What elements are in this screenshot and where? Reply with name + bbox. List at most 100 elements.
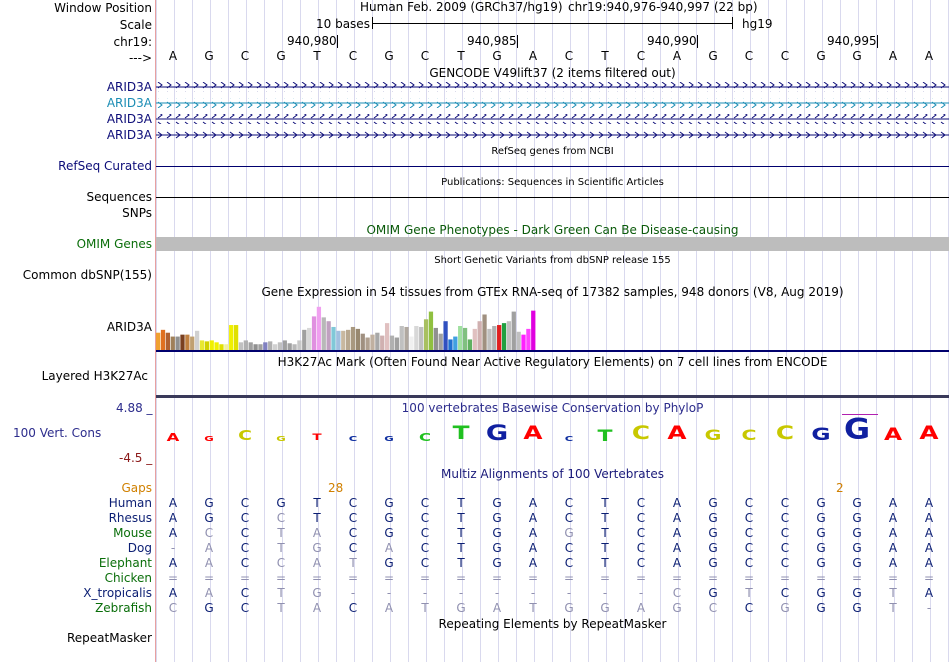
gtex-tissue-bar[interactable] [380,335,385,350]
gtex-tissue-bar[interactable] [292,344,297,350]
species-label[interactable]: Chicken [104,571,152,585]
sequences-label[interactable]: Sequences [86,190,152,204]
gtex-tissue-bar[interactable] [238,342,244,350]
gtex-tissue-bar[interactable] [268,341,273,350]
gtex-tissue-bar[interactable] [531,310,536,350]
gencode-label-4[interactable]: ARID3A [106,128,152,142]
gtex-tissue-bar[interactable] [472,328,477,350]
species-label[interactable]: Dog [127,541,152,555]
gtex-tissue-bar[interactable] [521,334,526,350]
gtex-tissue-bar[interactable] [253,344,258,350]
gtex-tissue-bar[interactable] [467,339,473,350]
omim-track-title[interactable]: OMIM Gene Phenotypes - Dark Green Can Be… [366,223,739,237]
species-label[interactable]: Rhesus [108,511,152,525]
gtex-tissue-bar[interactable] [346,329,351,350]
gtex-tissue-bar[interactable] [180,334,185,350]
gtex-tissue-bar[interactable] [448,339,453,350]
gtex-tissue-bar[interactable] [443,321,448,350]
gtex-tissue-bar[interactable] [341,330,346,350]
gtex-tissue-bar[interactable] [224,344,229,350]
gtex-bar-graph[interactable] [156,300,536,350]
species-label[interactable]: Human [108,496,152,510]
gtex-tissue-bar[interactable] [458,326,463,350]
gtex-tissue-bar[interactable] [453,336,458,350]
gtex-tissue-bar[interactable] [287,343,292,350]
gtex-tissue-bar[interactable] [497,325,502,350]
gtex-tissue-bar[interactable] [297,340,302,350]
gtex-tissue-bar[interactable] [263,342,268,350]
species-label[interactable]: Mouse [113,526,152,540]
gtex-tissue-bar[interactable] [170,336,175,350]
gencode-label-1[interactable]: ARID3A [106,80,152,94]
gtex-tissue-bar[interactable] [389,335,395,350]
gtex-tissue-bar[interactable] [423,319,429,350]
gtex-tissue-bar[interactable] [487,328,492,350]
gtex-tissue-bar[interactable] [214,342,219,350]
gtex-tissue-bar[interactable] [419,326,424,350]
publications-track-title[interactable]: Publications: Sequences in Scientific Ar… [441,177,664,188]
window-position[interactable]: chr19:940,976-940,997 (22 bp) [568,0,758,14]
gtex-tissue-bar[interactable] [233,325,239,350]
snps-label[interactable]: SNPs [122,206,152,220]
gtex-tissue-bar[interactable] [219,344,224,350]
assembly-name[interactable]: Human Feb. 2009 (GRCh37/hg19) [360,0,563,14]
gtex-tissue-bar[interactable] [248,342,253,350]
gtex-tissue-bar[interactable] [185,334,190,350]
gtex-tissue-bar[interactable] [355,328,361,350]
gtex-label[interactable]: ARID3A [106,320,152,334]
gtex-tissue-bar[interactable] [506,321,512,350]
gencode-label-3[interactable]: ARID3A [106,112,152,126]
gtex-tissue-bar[interactable] [394,337,399,350]
gtex-tissue-bar[interactable] [375,332,380,350]
gtex-tissue-bar[interactable] [302,329,307,350]
gtex-tissue-bar[interactable] [336,330,341,350]
gtex-tissue-bar[interactable] [156,332,161,350]
gtex-tissue-bar[interactable] [204,341,209,350]
gtex-tissue-bar[interactable] [365,337,370,350]
gencode-label-2[interactable]: ARID3A [106,96,152,110]
dbsnp-label[interactable]: Common dbSNP(155) [22,268,152,282]
gtex-tissue-bar[interactable] [277,342,283,350]
gtex-tissue-bar[interactable] [414,326,419,350]
gtex-tissue-bar[interactable] [477,321,482,350]
gtex-tissue-bar[interactable] [438,333,443,350]
gtex-tissue-bar[interactable] [462,327,468,350]
gencode-track-title[interactable]: GENCODE V49lift37 (2 items filtered out) [429,66,676,80]
phylop-track-title[interactable]: 100 vertebrates Basewise Conservation by… [401,401,704,415]
gtex-tissue-bar[interactable] [511,311,516,350]
gencode-transcripts[interactable] [156,80,949,144]
gtex-tissue-bar[interactable] [209,340,214,350]
species-label[interactable]: X_tropicalis [83,586,152,600]
gtex-tissue-bar[interactable] [316,306,322,350]
repeatmasker-label[interactable]: RepeatMasker [66,631,152,645]
gtex-tissue-bar[interactable] [492,326,497,350]
gtex-tissue-bar[interactable] [282,340,287,350]
gtex-tissue-bar[interactable] [482,314,487,350]
gtex-tissue-bar[interactable] [526,328,531,350]
gtex-tissue-bar[interactable] [516,331,521,350]
gtex-track-title[interactable]: Gene Expression in 54 tissues from GTEx … [261,285,844,299]
gtex-tissue-bar[interactable] [350,326,356,350]
gtex-tissue-bar[interactable] [199,340,205,350]
gtex-tissue-bar[interactable] [229,325,234,350]
phylop-label[interactable]: 100 Vert. Cons [13,426,102,440]
gtex-tissue-bar[interactable] [272,344,278,350]
gtex-tissue-bar[interactable] [326,321,331,350]
gtex-tissue-bar[interactable] [258,344,263,350]
gtex-tissue-bar[interactable] [360,333,365,350]
gtex-tissue-bar[interactable] [311,316,317,350]
multiz-track-title[interactable]: Multiz Alignments of 100 Vertebrates [440,467,665,481]
gtex-tissue-bar[interactable] [321,317,326,350]
dbsnp-track-title[interactable]: Short Genetic Variants from dbSNP releas… [434,255,671,266]
gtex-tissue-bar[interactable] [399,326,404,350]
species-label[interactable]: Zebrafish [95,601,152,615]
gtex-tissue-bar[interactable] [331,326,336,350]
gtex-tissue-bar[interactable] [404,326,409,350]
gtex-tissue-bar[interactable] [160,329,166,350]
gtex-tissue-bar[interactable] [175,336,180,350]
omim-label[interactable]: OMIM Genes [76,237,152,251]
h3k27ac-track-title[interactable]: H3K27Ac Mark (Often Found Near Active Re… [277,355,828,369]
refseq-label[interactable]: RefSeq Curated [58,159,152,173]
refseq-track-title[interactable]: RefSeq genes from NCBI [491,146,614,157]
gtex-tissue-bar[interactable] [194,330,200,350]
